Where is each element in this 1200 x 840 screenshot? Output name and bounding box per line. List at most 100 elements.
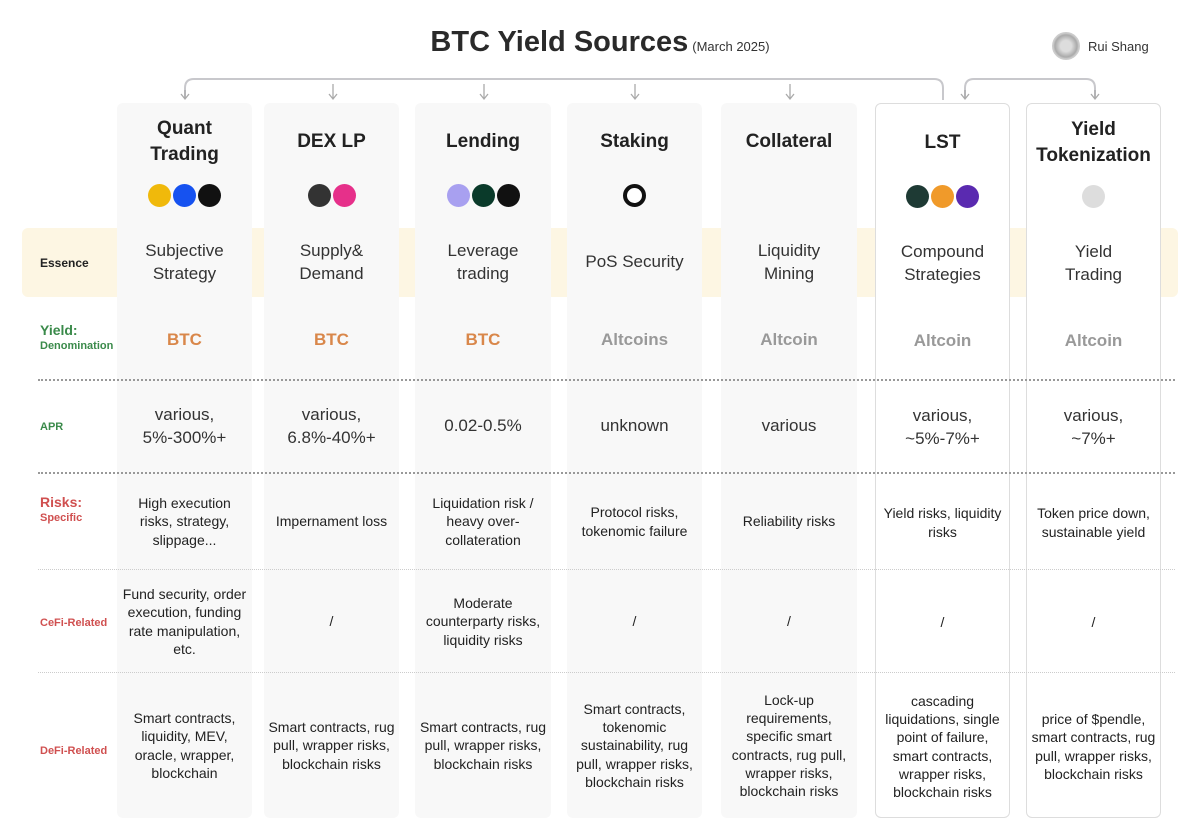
author: Rui Shang bbox=[1052, 32, 1149, 60]
cefi-risk: / bbox=[787, 613, 791, 630]
coinbase-icon bbox=[173, 183, 196, 207]
apr-value: various, 5%-300%+ bbox=[142, 405, 227, 447]
dex-icon bbox=[307, 183, 331, 207]
pendle-icon bbox=[1082, 184, 1105, 208]
essence-value: Supply& Demand bbox=[299, 241, 364, 283]
icon-group bbox=[1027, 181, 1160, 211]
defi-risk: price of $pendle, smart contracts, rug p… bbox=[1031, 711, 1156, 782]
divider bbox=[38, 569, 1175, 570]
essence-value: Subjective Strategy bbox=[145, 241, 224, 283]
defi-risk: cascading liquidations, single point of … bbox=[885, 692, 1000, 800]
defi-risk: Smart contracts, rug pull, wrapper risks… bbox=[268, 719, 395, 772]
column-title: Quant Trading bbox=[150, 117, 219, 165]
specific-risk: Token price down, sustainable yield bbox=[1037, 505, 1150, 540]
label-risks: Risks: Specific bbox=[40, 494, 82, 524]
cefi-risk: / bbox=[1091, 614, 1096, 631]
avatar bbox=[1052, 32, 1080, 60]
essence-value: Leverage trading bbox=[447, 241, 519, 283]
title-text: BTC Yield Sources bbox=[430, 26, 689, 58]
column-staking: Staking PoS Security Altcoins unknown Protoc… bbox=[567, 103, 702, 818]
column-title: LST bbox=[924, 131, 961, 153]
apr-value: various bbox=[761, 416, 817, 436]
specific-risk: Liquidation risk / heavy over-collaterat… bbox=[432, 495, 534, 548]
connector-arrows bbox=[180, 78, 1100, 101]
column-lst: LST Compound Strategies Altcoin various, ~5… bbox=[875, 103, 1010, 818]
cefi-risk: Moderate counterparty risks, liquidity r… bbox=[425, 595, 541, 648]
bedrock-icon bbox=[906, 184, 929, 208]
divider bbox=[38, 472, 1175, 474]
cefi-risk: / bbox=[940, 614, 945, 631]
divider bbox=[38, 379, 1175, 381]
icon-group bbox=[117, 180, 252, 210]
defi-risk: Lock-up requirements, specific smart con… bbox=[731, 691, 847, 799]
essence-value: Liquidity Mining bbox=[757, 241, 821, 283]
column-title: Yield Tokenization bbox=[1036, 118, 1151, 166]
column-title: DEX LP bbox=[297, 130, 366, 152]
essence-value: Yield Trading bbox=[1064, 242, 1122, 284]
protocol-icons bbox=[148, 183, 221, 207]
protocol-icons bbox=[906, 184, 979, 208]
aave-icon bbox=[496, 183, 520, 207]
denomination-value: BTC bbox=[314, 329, 349, 349]
icon-group bbox=[721, 180, 857, 210]
defi-risk: Smart contracts, liquidity, MEV, oracle,… bbox=[133, 710, 236, 781]
label-yield-title: Yield: bbox=[40, 322, 78, 338]
column-title: Lending bbox=[446, 130, 520, 152]
binance-icon bbox=[148, 183, 171, 207]
specific-risk: Protocol risks, tokenomic failure bbox=[581, 504, 688, 539]
cefi-risk: Fund security, order execution, funding … bbox=[122, 586, 247, 657]
column-title: Collateral bbox=[745, 130, 833, 152]
core-icon bbox=[623, 183, 646, 207]
essence-value: PoS Security bbox=[585, 252, 684, 272]
page-title: BTC Yield Sources (March 2025) bbox=[0, 26, 1200, 59]
protocol-icons bbox=[623, 183, 646, 207]
specific-risk: Reliability risks bbox=[742, 513, 836, 530]
label-risks-title: Risks: bbox=[40, 494, 83, 510]
label-apr: APR bbox=[40, 421, 64, 433]
author-name: Rui Shang bbox=[1088, 38, 1149, 54]
icon-group bbox=[264, 180, 399, 210]
icon-group bbox=[415, 180, 551, 210]
column-title: Staking bbox=[600, 130, 669, 152]
denomination-value: BTC bbox=[167, 329, 202, 349]
apr-value: 0.02-0.5% bbox=[444, 416, 522, 436]
apr-value: various, ~7%+ bbox=[1063, 406, 1124, 448]
essence-value: Compound Strategies bbox=[900, 242, 985, 284]
protocol-icons bbox=[1082, 184, 1105, 208]
subtitle: (March 2025) bbox=[692, 39, 770, 54]
divider bbox=[38, 672, 1175, 673]
specific-risk: Yield risks, liquidity risks bbox=[883, 505, 1002, 540]
label-specific: Specific bbox=[40, 512, 83, 524]
denomination-value: BTC bbox=[465, 329, 501, 349]
column-quant-trading: Quant Trading Subjective Strategy BTC vario… bbox=[117, 103, 252, 818]
defi-risk: Smart contracts, rug pull, wrapper risks… bbox=[419, 719, 547, 772]
icon-group bbox=[567, 180, 702, 210]
apr-value: various, ~5%-7%+ bbox=[905, 406, 980, 448]
compound-icon bbox=[471, 183, 495, 207]
label-essence: Essence bbox=[40, 256, 89, 270]
okx-icon bbox=[198, 183, 221, 207]
specific-risk: High execution risks, strategy, slippage… bbox=[138, 495, 231, 548]
protocol-icons bbox=[307, 183, 356, 207]
label-defi: DeFi-Related bbox=[40, 745, 108, 757]
column-dex-lp: DEX LP Supply& Demand BTC various, 6.8%-40%… bbox=[264, 103, 399, 818]
specific-risk: Impernament loss bbox=[275, 513, 388, 530]
pancake-icon bbox=[332, 183, 356, 207]
cefi-risk: / bbox=[632, 613, 637, 630]
denomination-value: Altcoin bbox=[760, 329, 818, 349]
column-yield-tokenization: Yield Tokenization Yield Trading Altcoin va… bbox=[1026, 103, 1161, 818]
solv-icon bbox=[931, 184, 954, 208]
label-yield: Yield: Denomination bbox=[40, 322, 113, 352]
morpho-icon bbox=[446, 183, 470, 207]
denomination-value: Altcoins bbox=[600, 329, 669, 349]
cefi-risk: / bbox=[329, 613, 334, 630]
label-cefi: CeFi-Related bbox=[40, 617, 108, 629]
column-collateral: Collateral Liquidity Mining Altcoin various… bbox=[721, 103, 857, 818]
lombard-icon bbox=[956, 184, 979, 208]
label-denomination: Denomination bbox=[40, 340, 114, 352]
column-lending: Lending Leverage trading BTC 0.02-0.5% Liqui… bbox=[415, 103, 551, 818]
apr-value: unknown bbox=[600, 416, 669, 436]
apr-value: various, 6.8%-40%+ bbox=[287, 405, 376, 447]
icon-group bbox=[876, 181, 1009, 211]
denomination-value: Altcoin bbox=[913, 330, 972, 350]
